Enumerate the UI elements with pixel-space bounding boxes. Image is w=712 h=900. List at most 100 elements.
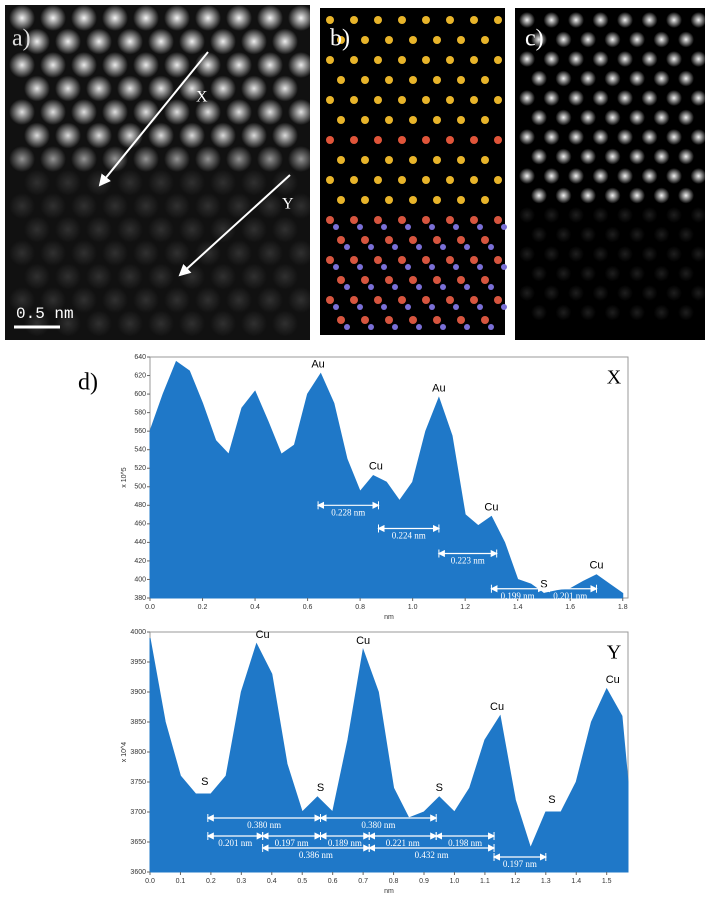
atom [641, 168, 658, 184]
y-tick-label: 440 [134, 539, 146, 546]
peak-label: Au [311, 359, 324, 371]
atom [568, 129, 584, 145]
atom [55, 310, 81, 337]
atom [440, 284, 446, 290]
atom [678, 70, 694, 87]
atom [604, 148, 621, 165]
atom [148, 216, 174, 243]
atom [464, 244, 470, 250]
atom [368, 324, 374, 330]
peak-label: Cu [369, 461, 383, 473]
atom [102, 146, 128, 172]
atom [164, 52, 190, 78]
y-tick-label: 400 [134, 576, 146, 583]
atom [241, 122, 267, 149]
atom [272, 310, 298, 337]
atom [568, 90, 584, 106]
atom [24, 216, 50, 243]
atom [257, 240, 283, 266]
atom [40, 99, 66, 125]
atom [531, 109, 547, 126]
atom [470, 16, 478, 24]
x-tick-label: 1.8 [618, 604, 628, 611]
peak-label: Cu [256, 629, 270, 641]
atom [690, 207, 707, 223]
atom [501, 224, 507, 230]
atom [9, 240, 35, 266]
atom [361, 276, 369, 284]
atom [690, 12, 707, 28]
atom [555, 31, 572, 48]
y-tick-label: 3600 [130, 869, 146, 876]
y-tick-label: 600 [134, 391, 146, 398]
atom [392, 244, 398, 250]
atom [481, 316, 489, 324]
atom [344, 284, 350, 290]
x-axis-label: nm [384, 888, 394, 895]
atom [641, 246, 658, 262]
arrow-label: Y [282, 196, 294, 213]
atom [519, 246, 535, 262]
atom [361, 36, 369, 44]
atom [350, 176, 358, 184]
atom [440, 244, 446, 250]
atom [179, 28, 205, 55]
atom [617, 12, 633, 28]
atom [629, 31, 645, 48]
atom [133, 99, 159, 125]
atom [405, 224, 411, 230]
atom [361, 196, 369, 204]
atom [604, 70, 621, 87]
atom [470, 56, 478, 64]
x-tick-label: 0.8 [389, 878, 399, 885]
atom [333, 264, 339, 270]
atom [333, 304, 339, 310]
atom [326, 96, 334, 104]
atom [179, 216, 205, 243]
atom [374, 96, 382, 104]
y-tick-label: 3950 [130, 659, 146, 666]
atom [398, 16, 406, 24]
atom [24, 263, 50, 290]
atom [374, 256, 382, 264]
atom [226, 240, 252, 266]
atom [470, 96, 478, 104]
atom [555, 70, 572, 87]
atom [71, 146, 97, 172]
distance-label: 0.386 nm [299, 850, 333, 860]
atom [102, 99, 128, 125]
atom [617, 90, 633, 106]
peak-label: Au [432, 383, 445, 395]
atom [71, 240, 97, 266]
peak-label: Cu [484, 501, 498, 513]
atom [488, 324, 494, 330]
atom [226, 146, 252, 172]
atom [629, 148, 645, 165]
atom [226, 5, 252, 31]
atom [617, 51, 633, 67]
panel-a-atoms [9, 5, 314, 337]
atom [333, 224, 339, 230]
atom [422, 216, 430, 224]
atom [653, 31, 670, 48]
atom [531, 226, 547, 243]
atom [629, 226, 645, 243]
atom [422, 176, 430, 184]
atom [641, 129, 658, 145]
atom [666, 285, 682, 301]
atom [580, 226, 596, 243]
x-tick-label: 1.0 [408, 604, 418, 611]
atom [568, 207, 584, 223]
atom [494, 16, 502, 24]
atom [678, 226, 694, 243]
atom [531, 265, 547, 282]
atom [653, 109, 670, 126]
atom [337, 316, 345, 324]
atom [398, 256, 406, 264]
atom [71, 5, 97, 31]
atom [148, 28, 174, 55]
atom [226, 287, 252, 313]
atom [433, 276, 441, 284]
atom [179, 169, 205, 196]
atom [398, 56, 406, 64]
